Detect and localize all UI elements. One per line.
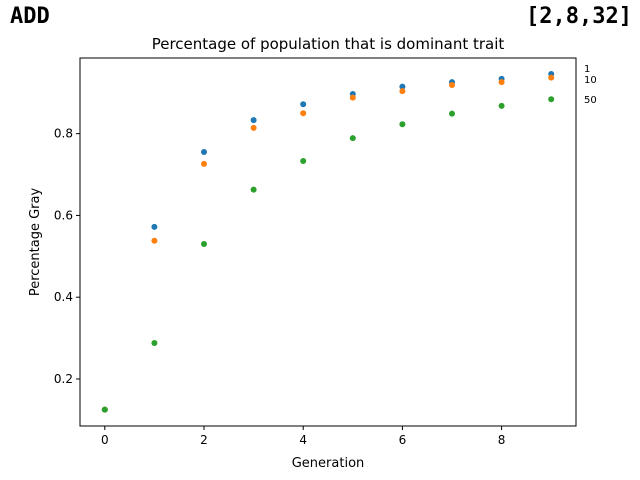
point-series-50 — [449, 110, 455, 117]
axis-ticks: 0 2 4 6 8 0.2 0.4 0.6 0.8 — [54, 127, 506, 447]
data-points — [101, 70, 555, 413]
y-tick-label: 0.6 — [54, 208, 73, 222]
point-series-1 — [151, 223, 158, 230]
point-series-10 — [399, 88, 406, 95]
point-series-10 — [151, 237, 158, 244]
series-label-10: 10 — [584, 75, 597, 86]
plot-frame — [79, 57, 577, 427]
point-series-10 — [498, 79, 505, 86]
point-series-50 — [349, 135, 356, 142]
point-series-50 — [548, 96, 555, 103]
series-label-50: 50 — [584, 95, 597, 106]
y-tick-label: 0.4 — [54, 290, 73, 304]
x-tick-label: 6 — [399, 433, 407, 447]
y-tick-label: 0.2 — [54, 372, 73, 386]
header-right-label: [2,8,32] — [526, 4, 632, 29]
y-tick-label: 0.8 — [54, 127, 73, 141]
x-tick-label: 8 — [498, 433, 506, 447]
point-series-1 — [201, 149, 207, 156]
point-series-50 — [498, 102, 505, 109]
x-tick-label: 4 — [299, 433, 307, 447]
x-tick-label: 0 — [101, 433, 109, 447]
series-labels: 110 50 — [584, 64, 597, 106]
x-tick-label: 2 — [200, 433, 208, 447]
point-series-10 — [349, 94, 356, 101]
series-label-1: 1 — [584, 64, 590, 75]
point-series-50 — [300, 158, 307, 165]
point-series-10 — [201, 160, 207, 167]
point-series-1 — [399, 83, 406, 90]
point-series-50 — [151, 339, 158, 346]
point-series-50 — [201, 241, 207, 248]
y-axis-label: Percentage Gray — [28, 188, 43, 297]
point-series-10 — [548, 74, 555, 81]
chart-title: Percentage of population that is dominan… — [152, 35, 505, 53]
point-series-50 — [399, 121, 406, 128]
point-series-1 — [250, 117, 257, 124]
point-series-10 — [449, 81, 455, 88]
header-left-label: ADD — [10, 4, 50, 29]
point-series-10 — [250, 124, 257, 131]
x-axis-label: Generation — [292, 456, 365, 471]
point-series-1 — [300, 101, 307, 108]
point-series-50 — [250, 186, 257, 193]
point-series-50 — [101, 406, 108, 413]
point-series-10 — [300, 110, 307, 117]
